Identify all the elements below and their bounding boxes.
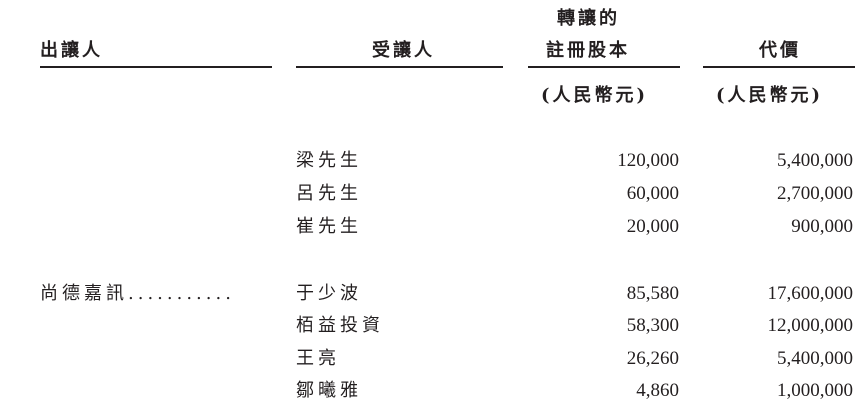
transferee: 梁先生 — [296, 150, 362, 171]
consideration: 5,400,000 — [777, 150, 853, 171]
consideration: 1,000,000 — [777, 380, 853, 401]
divider — [703, 66, 855, 68]
capital: 26,260 — [626, 348, 679, 369]
consideration: 12,000,000 — [767, 315, 854, 336]
consideration: 2,700,000 — [777, 183, 853, 204]
capital: 4,860 — [636, 380, 679, 401]
consideration: 900,000 — [791, 216, 853, 237]
transferee: 栢益投資 — [296, 315, 384, 336]
header-consideration-unit: (人民幣元) — [716, 85, 824, 106]
transferee: 呂先生 — [296, 183, 362, 204]
consideration: 17,600,000 — [767, 283, 854, 304]
header-capital-line1: 轉讓的 — [557, 8, 620, 29]
divider — [40, 66, 272, 68]
header-transferor: 出讓人 — [40, 40, 103, 61]
group-transferor: 尚德嘉訊........... — [40, 283, 235, 304]
header-transferee: 受讓人 — [372, 40, 435, 61]
consideration: 5,400,000 — [777, 348, 853, 369]
transferee: 王亮 — [296, 348, 340, 369]
divider — [528, 66, 680, 68]
capital: 58,300 — [626, 315, 679, 336]
transferee: 崔先生 — [296, 216, 362, 237]
capital: 60,000 — [626, 183, 679, 204]
capital: 20,000 — [626, 216, 679, 237]
capital: 85,580 — [626, 283, 679, 304]
header-capital-line2: 註冊股本 — [546, 40, 630, 61]
divider — [296, 66, 503, 68]
header-capital-unit: (人民幣元) — [541, 85, 649, 106]
header-consideration: 代價 — [759, 40, 801, 61]
transferee: 于少波 — [296, 283, 362, 304]
transferee: 鄒曦雅 — [296, 380, 362, 401]
capital: 120,000 — [617, 150, 679, 171]
